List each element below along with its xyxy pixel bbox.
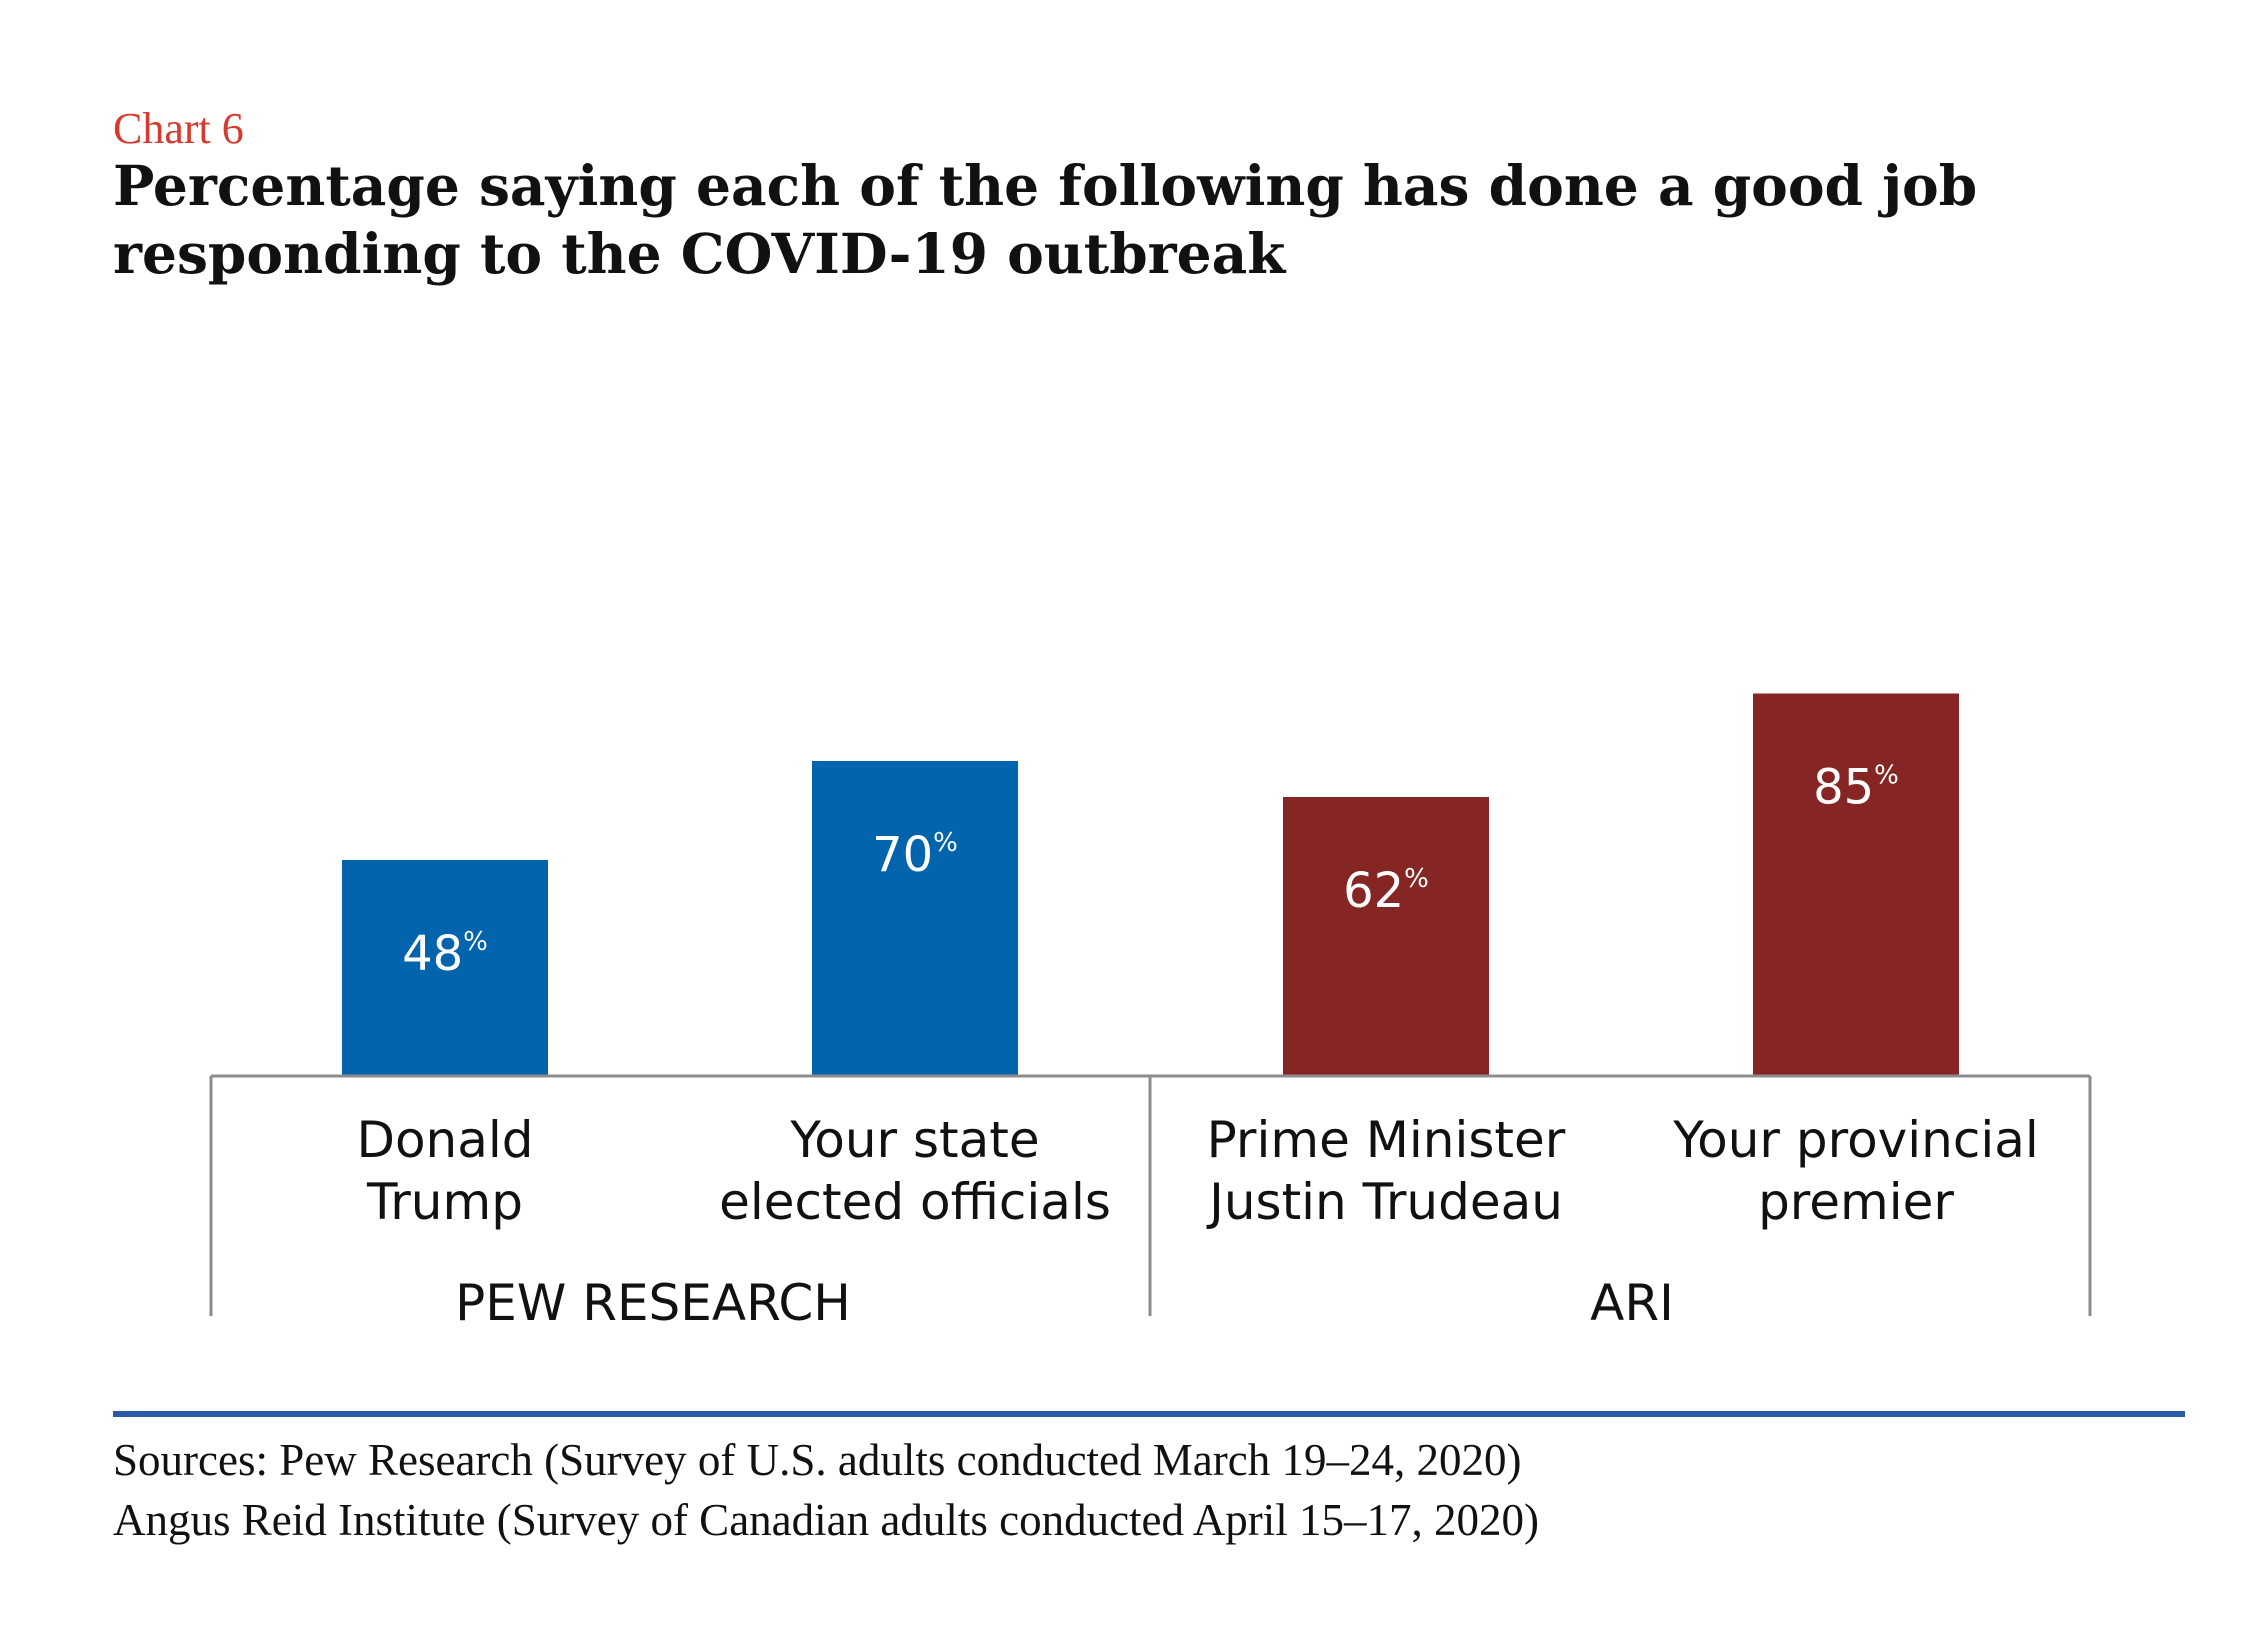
category-label-2-line-0: Prime Minister bbox=[1207, 1111, 1566, 1169]
category-label-3-line-0: Your provincial bbox=[1672, 1111, 2039, 1169]
chart-number-label: Chart 6 bbox=[113, 104, 244, 153]
footer-divider bbox=[113, 1411, 2185, 1417]
bar-2 bbox=[1283, 797, 1489, 1076]
bar-3 bbox=[1753, 693, 1959, 1076]
category-axis bbox=[209, 1074, 2092, 1316]
group-label-1: ARI bbox=[1590, 1274, 1674, 1332]
chart-title: Percentage saying each of the following … bbox=[113, 153, 1978, 286]
bars-group: 48%70%62%85% bbox=[342, 693, 1959, 1076]
category-label-3-line-1: premier bbox=[1758, 1173, 1954, 1231]
category-label-0-line-0: Donald bbox=[356, 1111, 533, 1169]
source-line-2: Angus Reid Institute (Survey of Canadian… bbox=[113, 1495, 1540, 1545]
category-label-0-line-1: Trump bbox=[366, 1173, 523, 1231]
bar-1 bbox=[812, 761, 1018, 1076]
bar-0 bbox=[342, 860, 548, 1076]
category-label-2-line-1: Justin Trudeau bbox=[1206, 1173, 1563, 1231]
source-line-1: Sources: Pew Research (Survey of U.S. ad… bbox=[113, 1435, 1522, 1485]
group-label-0: PEW RESEARCH bbox=[455, 1274, 851, 1332]
category-label-1-line-0: Your state bbox=[789, 1111, 1039, 1169]
category-label-1-line-1: elected officials bbox=[719, 1173, 1111, 1231]
